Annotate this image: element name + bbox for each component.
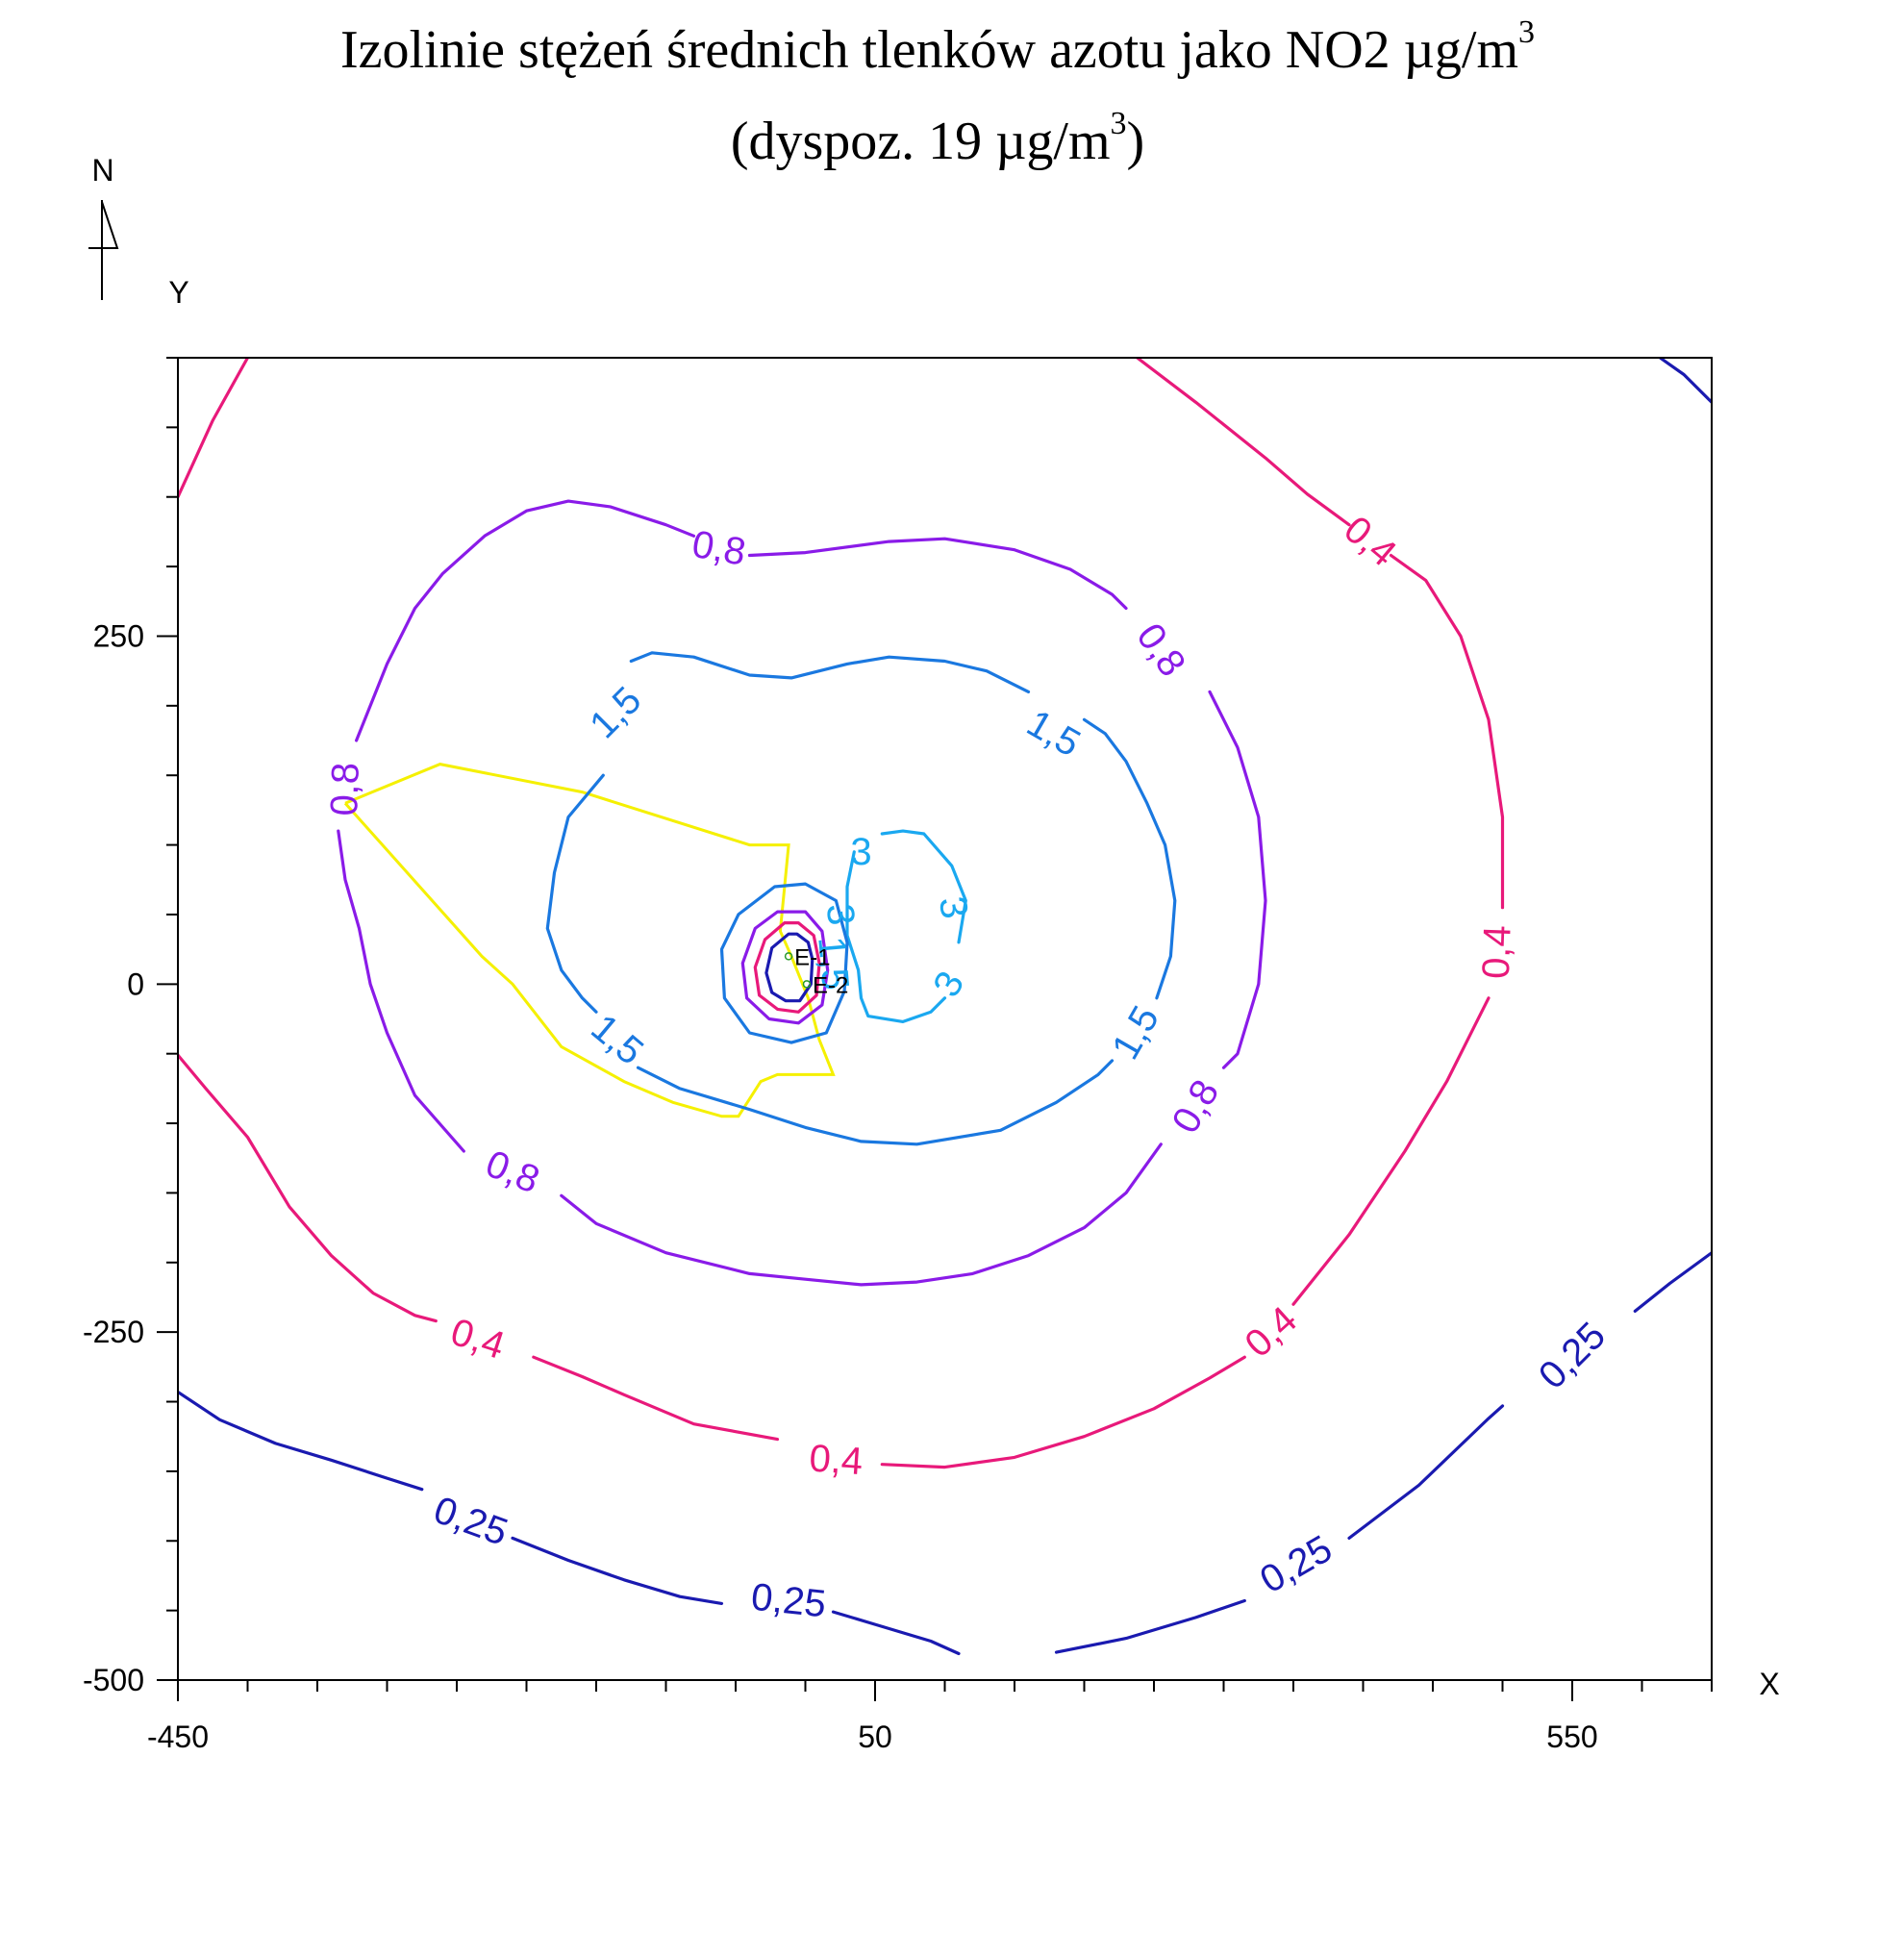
contour-label-c15-0: 1,5 [582, 679, 649, 746]
chart-title-line1-sup: 3 [1518, 14, 1535, 50]
inner-ring-3 [764, 932, 814, 1003]
source-marker-2 [802, 980, 812, 989]
y-tick-label-0: 250 [93, 618, 144, 653]
source-marker-1 [784, 952, 793, 961]
y-tick-label-2: -250 [83, 1315, 144, 1349]
contour-line-c15-3 [629, 651, 1031, 694]
contour-label-c08-2: 0,8 [1165, 1073, 1228, 1141]
contour-label-c04-0: 0,4 [446, 1311, 510, 1368]
contour-label-c04-4: 0,4 [1336, 508, 1404, 574]
contour-label-c025-3: 0,25 [1531, 1315, 1614, 1397]
y-tick-label-3: -500 [83, 1663, 144, 1697]
contour-label-c025-1: 0,25 [749, 1576, 828, 1626]
chart-title-line2-post: ) [1127, 112, 1145, 171]
contour-label-c08-0: 0,8 [689, 523, 748, 574]
contour-line-c025-0 [178, 1390, 424, 1492]
x-tick-label-2: 550 [1546, 1720, 1597, 1754]
contour-label-inner-15: 1,5 [810, 935, 857, 992]
contour-label-c04-1: 0,4 [808, 1437, 864, 1483]
north-arrow-head [101, 201, 119, 249]
contour-label-c15-1: 1,5 [1020, 702, 1088, 766]
x-tick-label-0: -450 [147, 1720, 209, 1754]
contour-label-c08-3: 0,8 [480, 1142, 545, 1202]
x-axis-label: X [1759, 1667, 1779, 1701]
contour-line-c08-0 [747, 537, 1128, 611]
inner-ring-2 [753, 920, 821, 1014]
axis-ticks: -450 50 550 250 0 -250 -500 [83, 357, 1713, 1754]
contour-lines [178, 358, 1712, 1656]
x-tick-label-1: 50 [858, 1720, 892, 1754]
contour-label-c04-2: 0,4 [1237, 1298, 1305, 1366]
contour-line-c15-2 [1082, 717, 1177, 1000]
contour-line-c025-corner [1659, 358, 1712, 404]
contour-line-c04-0 [178, 1053, 438, 1323]
chart-title-line1-text: Izolinie stężeń średnich tlenków azotu j… [340, 20, 1518, 80]
contour-label-c3-3: 3 [818, 902, 863, 927]
contour-line-c08-2 [560, 1142, 1163, 1287]
contour-line-c04-2 [880, 1355, 1246, 1469]
chart-title-line2-sup: 3 [1111, 106, 1127, 141]
source-label-1: E-1 [794, 944, 830, 970]
contour-line-c04-6 [178, 358, 250, 499]
contour-line-c3-0 [845, 850, 947, 1024]
contour-line-c025-3 [1054, 1598, 1246, 1654]
contour-line-c04-3 [1291, 996, 1491, 1306]
contour-line-c08-3 [337, 829, 465, 1153]
contour-line-c08-4 [355, 499, 696, 742]
contour-label-c3-2: 3 [925, 965, 972, 1004]
contour-line-c04-5 [1135, 358, 1351, 527]
contour-line-c025-4 [1347, 1404, 1505, 1541]
contour-label-c3-1: 3 [931, 893, 976, 922]
contour-label-c3-0: 3 [850, 831, 871, 873]
chart-title-line2: (dyspoz. 19 µg/m3) [731, 106, 1144, 171]
north-arrow-icon: N [88, 153, 119, 300]
contour-line-c025-2 [831, 1610, 961, 1656]
contour-label-c04-3: 0,4 [1475, 924, 1519, 979]
chart-title-line1: Izolinie stężeń średnich tlenków azotu j… [340, 14, 1535, 80]
inner-ring-1 [740, 910, 830, 1025]
contour-line-c04-4 [1389, 553, 1505, 910]
contour-label-c08-1: 0,8 [1128, 616, 1193, 685]
chart-title-line2-pre: (dyspoz. 19 µg/m [731, 112, 1111, 171]
contour-line-c3-1 [880, 829, 967, 944]
contour-label-c08-4: 0,8 [323, 762, 367, 816]
contour-line-c15-1 [636, 1059, 1115, 1146]
contour-label-c15-2: 1,5 [1104, 999, 1167, 1067]
contour-label-c025-2: 0,25 [1253, 1527, 1339, 1601]
y-tick-label-1: 0 [127, 966, 144, 1001]
source-label-2: E-2 [813, 972, 848, 998]
contour-line-c08-1 [1208, 690, 1267, 1069]
contour-labels: 0,25 0,25 0,25 0,25 0,4 0,4 0,4 0,4 0,4 0,8 0,8 0,8… [323, 508, 1614, 1625]
north-label: N [91, 153, 113, 188]
emission-sources: E-1E-2 [784, 944, 848, 998]
contour-line-c04-1 [532, 1355, 780, 1442]
site-boundary [343, 763, 836, 1118]
contour-line-c15-0 [545, 773, 605, 1014]
contour-line-c025-5 [1633, 1251, 1712, 1314]
plot-frame [177, 357, 1713, 1681]
contour-line-c025-1 [511, 1536, 724, 1606]
contour-label-c025-0: 0,25 [428, 1489, 513, 1554]
inner-ring-0 [719, 882, 849, 1044]
y-axis-label: Y [168, 275, 188, 310]
